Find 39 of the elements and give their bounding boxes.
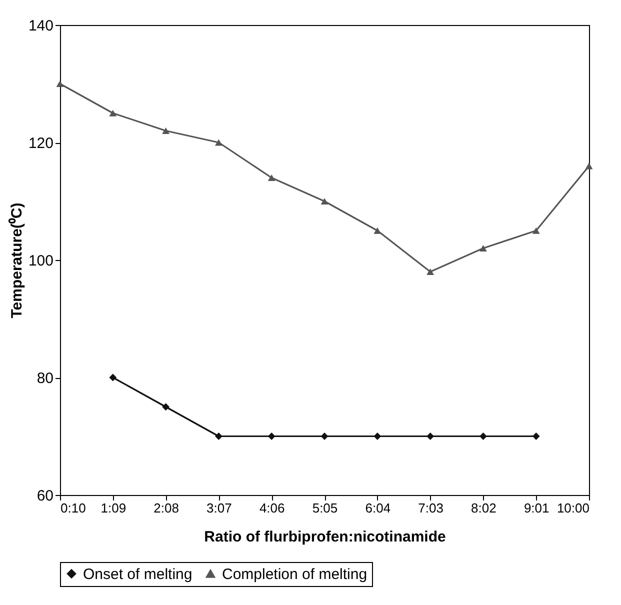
x-tick-label: 1:09 [100,500,126,516]
x-tick-label: 2:08 [154,500,179,516]
legend-label: Onset of melting [83,566,192,583]
y-tick-label: 100 [28,252,54,270]
point [162,128,170,134]
point [532,432,540,440]
point [162,403,170,411]
x-axis-title: Ratio of flurbiprofen:nicotinamide [204,528,446,546]
x-tick-label: 5:05 [312,500,338,516]
y-tick-label: 60 [36,488,54,504]
point [109,374,117,382]
point [374,227,382,234]
x-tick-label: 0:10 [60,500,86,516]
point [214,432,222,440]
point [479,432,487,440]
x-tick-label: 7:03 [418,500,444,516]
x-tick-label: 4:06 [259,500,285,516]
x-tick-label: 10:00 [556,500,590,516]
y-axis-title: Temperature(⁰C) [7,202,26,318]
y-tick-label: 140 [28,18,54,34]
point [532,227,540,234]
point [268,432,276,440]
point [268,174,276,181]
x-tick-label: 8:02 [471,500,496,516]
point [320,198,328,204]
x-tick-label: 9:01 [524,500,550,516]
y-tick-label: 80 [36,370,54,387]
point [214,139,222,146]
point [585,162,593,170]
x-tick-label: 3:07 [206,500,232,516]
point [109,110,117,116]
point [56,80,64,87]
y-tick-label: 120 [28,135,54,152]
point [426,432,434,440]
point [374,432,382,440]
point [426,268,434,275]
point [479,245,487,252]
legend-label: Completion of melting [222,566,368,583]
x-tick-label: 6:04 [365,500,391,516]
